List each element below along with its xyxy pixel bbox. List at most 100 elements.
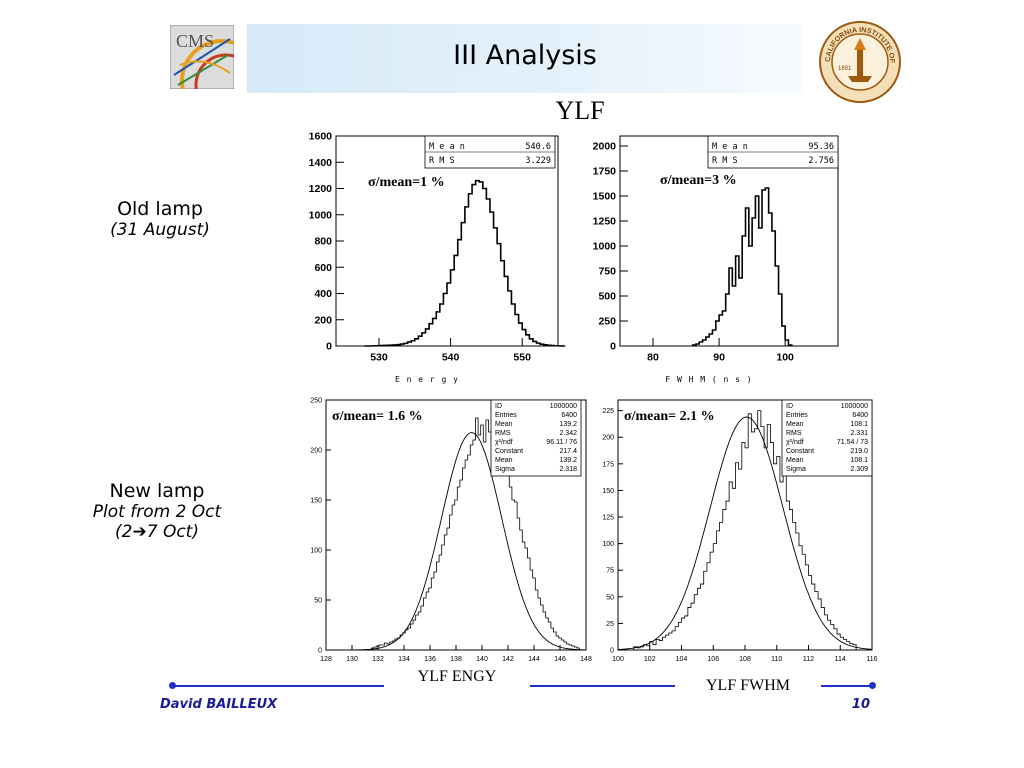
x-tick-label: 112 xyxy=(803,656,814,663)
x-tick-label: 108 xyxy=(739,656,751,663)
stats-label: ID xyxy=(786,403,793,410)
stats-value: 1000000 xyxy=(841,403,868,410)
x-tick-label: 100 xyxy=(612,656,624,663)
stats-label: Mean xyxy=(786,421,804,428)
chart-old-energy: 0 200 400 600 800 1000 1200 1400 1600 530 540 550 M … xyxy=(309,131,566,384)
y-tick-label: 150 xyxy=(310,497,322,504)
y-tick-label: 1000 xyxy=(309,209,333,221)
stats-value: 95.36 xyxy=(808,142,834,152)
new-lamp-label: New lamp Plot from 2 Oct (2➔7 Oct) xyxy=(57,480,257,542)
y-tick-label: 0 xyxy=(318,647,322,654)
x-tick-label: 144 xyxy=(528,656,540,663)
y-tick-label: 2000 xyxy=(593,141,617,153)
footer-right-dot xyxy=(869,682,876,689)
y-tick-label: 1200 xyxy=(309,183,333,195)
stats-value: 108.1 xyxy=(850,421,868,428)
y-tick-label: 250 xyxy=(598,316,616,328)
stats-label: Mean xyxy=(786,457,804,464)
chart-new-energy: 0 50 100 150 200 250 128 130 132 134 136 138 140 142 1… xyxy=(310,397,592,663)
stats-value: 540.6 xyxy=(525,142,551,152)
chart-old-fwhm: 0 250 500 750 1000 1250 1500 1750 2000 80 90 100 M e… xyxy=(593,135,839,384)
stats-label: M e a n xyxy=(712,142,748,152)
x-tick-label: 140 xyxy=(476,656,488,663)
stats-value: 96.11 / 76 xyxy=(546,439,577,446)
stats-value: 2.342 xyxy=(559,430,577,437)
y-tick-label: 150 xyxy=(602,488,614,495)
stats-label: χ²/ndf xyxy=(495,439,513,446)
x-tick-label: 142 xyxy=(502,656,514,663)
x-axis-label: F W H M ( n s ) xyxy=(665,375,752,384)
slide-subtitle: YLF xyxy=(555,96,605,125)
histogram-series xyxy=(691,187,793,346)
plot-frame xyxy=(619,135,839,347)
new-lamp-plot-date: Plot from 2 Oct xyxy=(92,502,222,522)
arrow-right-icon: ➔ xyxy=(132,522,147,542)
caption-energy: YLF ENGY xyxy=(417,668,497,685)
caltech-seal: CALIFORNIA INSTITUTE OF TECHNOLOGY 1891 xyxy=(815,13,902,104)
stats-label: Entries xyxy=(495,412,517,419)
y-tick-label: 200 xyxy=(314,314,332,326)
stats-value: 139.2 xyxy=(559,421,577,428)
x-axis-label: E n e r g y xyxy=(395,375,459,384)
sigma-annotation: σ/mean=1 % xyxy=(368,175,445,190)
x-tick-label: 102 xyxy=(644,656,656,663)
sigma-annotation: σ/mean= 2.1 % xyxy=(624,409,715,424)
sigma-annotation: σ/mean= 1.6 % xyxy=(332,409,423,424)
stats-value: 6400 xyxy=(561,412,577,419)
stats-value: 139.2 xyxy=(559,457,577,464)
caltech-seal-year: 1891 xyxy=(838,66,852,72)
y-tick-label: 1500 xyxy=(593,191,617,203)
stats-label: Constant xyxy=(495,448,523,455)
x-tick-label: 128 xyxy=(320,656,332,663)
stats-value: 2.309 xyxy=(850,466,868,473)
stats-value: 1000000 xyxy=(550,403,577,410)
x-tick-label: 130 xyxy=(346,656,358,663)
histogram-series xyxy=(633,410,857,650)
stats-value: 2.331 xyxy=(850,430,868,437)
stats-value: 217.4 xyxy=(559,448,577,455)
stats-value: 2.756 xyxy=(808,156,834,166)
stats-value: 108.1 xyxy=(850,457,868,464)
stats-label: Entries xyxy=(786,412,808,419)
x-tick-label: 138 xyxy=(450,656,462,663)
stats-label: M e a n xyxy=(429,142,465,152)
slide-title: III Analysis xyxy=(453,40,597,71)
stats-label: ID xyxy=(495,403,502,410)
y-tick-label: 1600 xyxy=(309,131,333,143)
stats-value: 6400 xyxy=(852,412,868,419)
footer-left-dot xyxy=(169,682,176,689)
stats-label: RMS xyxy=(786,430,802,437)
stats-label: Mean xyxy=(495,457,513,464)
x-tick-label: 116 xyxy=(866,656,877,663)
y-tick-label: 0 xyxy=(326,341,332,353)
stats-label: Sigma xyxy=(495,466,515,473)
x-tick-label: 100 xyxy=(776,352,794,364)
x-tick-label: 148 xyxy=(580,656,592,663)
y-tick-label: 100 xyxy=(310,547,322,554)
y-tick-label: 1400 xyxy=(309,157,333,169)
stats-label: Sigma xyxy=(786,466,806,473)
x-tick-label: 550 xyxy=(513,352,531,364)
footer-author: David BAILLEUX xyxy=(160,697,278,712)
old-lamp-label: Old lamp (31 August) xyxy=(60,198,260,240)
footer-rule-middle xyxy=(530,685,675,687)
y-tick-label: 175 xyxy=(602,461,614,468)
page-number: 10 xyxy=(851,697,870,712)
y-tick-label: 125 xyxy=(602,514,614,521)
footer-rule-left xyxy=(174,685,384,687)
y-tick-label: 1000 xyxy=(593,241,617,253)
footer-rule-right xyxy=(821,685,871,687)
y-tick-label: 50 xyxy=(314,597,322,604)
y-tick-label: 500 xyxy=(598,291,616,303)
x-tick-label: 134 xyxy=(398,656,410,663)
y-tick-label: 600 xyxy=(314,262,332,274)
stats-label: R M S xyxy=(712,156,738,166)
y-tick-label: 225 xyxy=(602,408,614,415)
old-lamp-title: Old lamp xyxy=(117,198,203,220)
y-tick-label: 1250 xyxy=(593,216,617,228)
stats-value: 2.318 xyxy=(559,466,577,473)
y-tick-label: 100 xyxy=(602,541,614,548)
new-lamp-title: New lamp xyxy=(109,480,205,502)
chart-new-fwhm: 0 25 50 75 100 125 150 175 200 225 100 102 104 106 108… xyxy=(602,399,878,663)
stats-label: Mean xyxy=(495,421,513,428)
